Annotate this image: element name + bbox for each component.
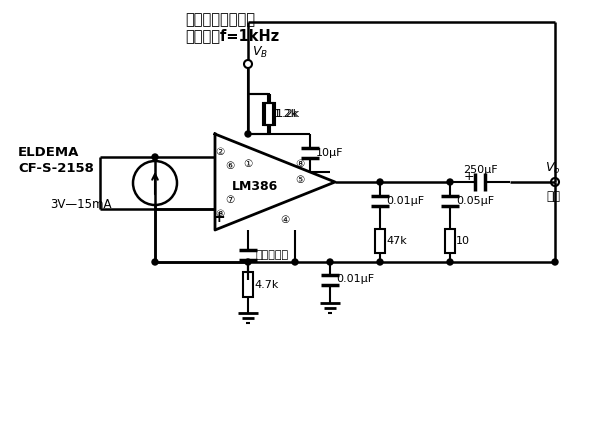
Circle shape (152, 259, 158, 265)
Circle shape (552, 259, 558, 265)
Circle shape (447, 179, 453, 185)
Text: ⑧: ⑧ (296, 159, 304, 169)
Text: ④: ④ (280, 215, 290, 225)
Circle shape (245, 131, 251, 137)
Text: $V_B$: $V_B$ (252, 45, 268, 60)
Text: 低失真功率振荡器: 低失真功率振荡器 (185, 12, 255, 27)
Circle shape (327, 259, 333, 265)
Text: +: + (464, 171, 474, 183)
Text: 输出: 输出 (546, 190, 560, 202)
Text: ⑤: ⑤ (296, 175, 304, 185)
Text: 0.01μF: 0.01μF (386, 196, 424, 206)
Text: 1.2k: 1.2k (274, 109, 299, 119)
Text: ②: ② (215, 147, 225, 157)
Bar (243, 272, 253, 297)
Circle shape (377, 259, 383, 265)
Circle shape (245, 259, 251, 265)
Circle shape (377, 179, 383, 185)
Text: 旁路电容器: 旁路电容器 (256, 250, 289, 260)
Text: ①: ① (243, 159, 253, 169)
Text: +: + (212, 210, 225, 225)
Text: CF-S-2158: CF-S-2158 (18, 161, 94, 175)
Text: 0.05μF: 0.05μF (456, 196, 494, 206)
Circle shape (447, 259, 453, 265)
Text: LM386: LM386 (232, 180, 278, 194)
Text: 0.01μF: 0.01μF (336, 274, 374, 285)
Bar (263, 103, 273, 125)
Text: $V_o$: $V_o$ (545, 160, 560, 175)
Text: 4.7k: 4.7k (254, 279, 278, 290)
Text: ELDEMA: ELDEMA (18, 145, 80, 159)
Bar (265, 103, 275, 125)
Text: ③: ③ (215, 209, 225, 219)
Bar (445, 229, 455, 252)
Text: 250μF: 250μF (463, 165, 497, 175)
Bar (375, 229, 385, 252)
Circle shape (292, 259, 298, 265)
Circle shape (152, 154, 158, 160)
Text: 1.2k: 1.2k (276, 109, 300, 119)
Text: 振荡频率f=1kHz: 振荡频率f=1kHz (185, 28, 279, 43)
Text: 10: 10 (456, 236, 470, 246)
Text: ⑥: ⑥ (225, 161, 235, 171)
Text: ⑦: ⑦ (225, 195, 235, 205)
Text: 3V—15mA: 3V—15mA (50, 198, 112, 210)
Text: 10μF: 10μF (316, 148, 343, 158)
Text: 47k: 47k (386, 236, 407, 246)
